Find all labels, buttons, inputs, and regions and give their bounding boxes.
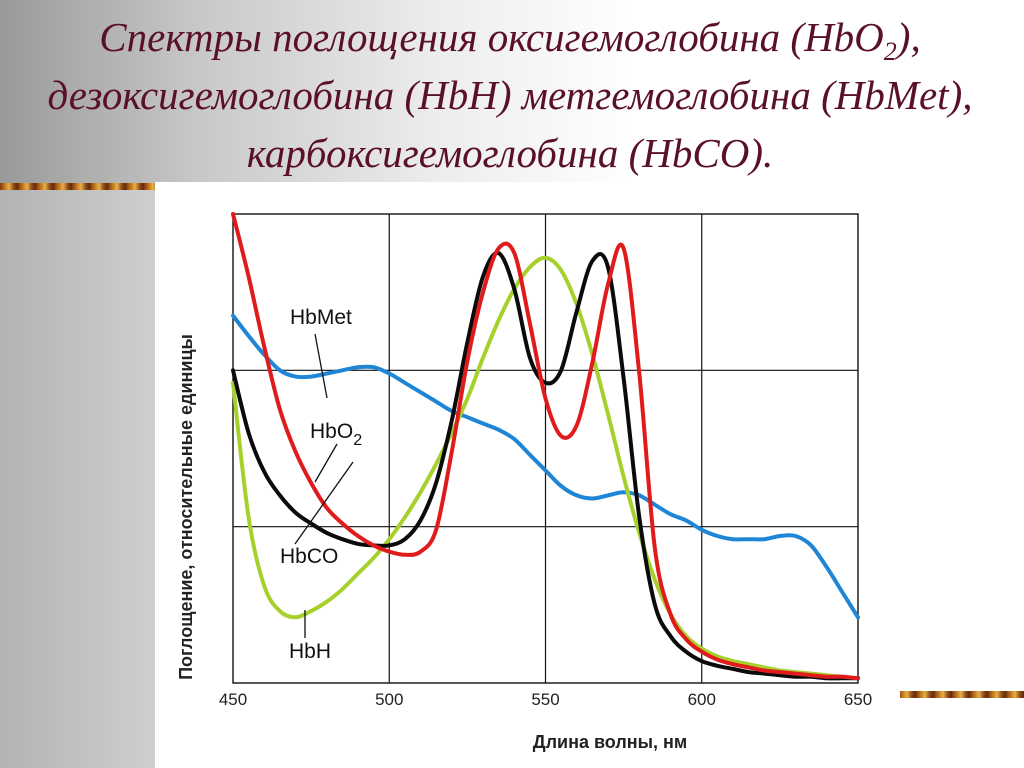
y-axis-label: Поглощение, относительные единицы: [176, 334, 196, 680]
x-tick-labels: 450 500 550 600 650: [219, 690, 872, 709]
x-tick-label: 650: [844, 690, 872, 709]
series-label-subscript: 2: [353, 432, 362, 449]
grid: [232, 213, 859, 684]
title-part-1: Спектры поглощения оксигемоглобина (HbO: [99, 14, 884, 60]
slide-title: Спектры поглощения оксигемоглобина (HbO2…: [40, 8, 980, 182]
series-line-hbco: [231, 250, 860, 681]
x-tick-label: 500: [375, 690, 403, 709]
series-label-hbmet: HbMet: [290, 306, 352, 329]
x-tick-label: 600: [688, 690, 716, 709]
callout-line-hbo2: [314, 443, 338, 483]
title-part-2: ), дезоксигемоглобина (HbH) метгемоглоби…: [47, 14, 973, 176]
title-subscript: 2: [883, 37, 897, 67]
callout-line-hbmet: [314, 333, 328, 399]
series-line-hbh: [231, 255, 860, 681]
series-group: [231, 212, 860, 681]
series-line-hbo2: [231, 212, 860, 681]
callout-line-hbco: [294, 461, 354, 545]
header-band: [0, 0, 1024, 186]
x-tick-label: 550: [531, 690, 559, 709]
ornament-strip-bottom-right: [898, 691, 1024, 698]
x-axis-label: Длина волны, нм: [533, 732, 687, 752]
ornament-strip-top-left: [0, 183, 155, 190]
series-line-hbmet: [231, 313, 860, 620]
x-tick-label: 450: [219, 690, 247, 709]
series-label-hbco: HbCO: [280, 545, 338, 568]
series-label-hbh: HbH: [289, 640, 331, 663]
chart-panel: HbMet HbO2 HbCO HbH 450 500 550 600 650 Длина в…: [155, 182, 900, 768]
